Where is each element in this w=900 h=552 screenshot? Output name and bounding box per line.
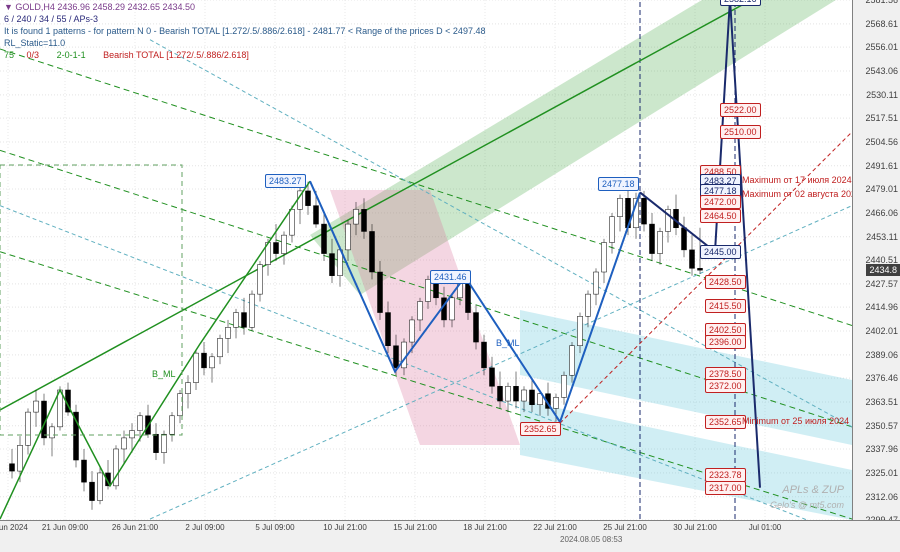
price-label: 2464.50: [700, 209, 741, 223]
chart-container: ▼ GOLD,H4 2436.96 2458.29 2432.65 2434.5…: [0, 0, 900, 552]
price-label: 2582.16: [720, 0, 761, 6]
y-tick: 2414.96: [865, 302, 898, 312]
y-tick: 2376.46: [865, 373, 898, 383]
y-tick: 2530.11: [866, 90, 898, 100]
chart-svg-overlay: [0, 0, 852, 520]
header-0-3: 0/3: [27, 50, 40, 60]
price-label: 2445.00: [700, 245, 741, 259]
x-tick: 5 Jul 09:00: [255, 523, 294, 532]
y-tick: 2337.96: [865, 444, 898, 454]
y-tick: 2350.57: [865, 421, 898, 431]
annotation-text: B_ML: [152, 369, 176, 379]
x-tick: 15 Jul 21:00: [393, 523, 437, 532]
y-tick: 2491.61: [865, 161, 898, 171]
price-label: 2396.00: [705, 335, 746, 349]
price-label: 2415.50: [705, 299, 746, 313]
x-tick: 2 Jul 09:00: [185, 523, 224, 532]
price-label: 2317.00: [705, 481, 746, 495]
price-label: 2372.00: [705, 379, 746, 393]
price-label: 2352.65: [705, 415, 746, 429]
price-label: 2472.00: [700, 195, 741, 209]
watermark-apls: APLs & ZUP: [782, 484, 844, 496]
instrument-header: ▼ GOLD,H4 2436.96 2458.29 2432.65 2434.5…: [4, 2, 195, 12]
annotation-text: Minimum от 25 июля 2024 года: [742, 416, 870, 426]
plot-area[interactable]: ▼ GOLD,H4 2436.96 2458.29 2432.65 2434.5…: [0, 0, 852, 520]
x-tick: Jul 01:00: [749, 523, 781, 532]
ohlc-text: ▼ GOLD,H4 2436.96 2458.29 2432.65 2434.5…: [4, 2, 195, 12]
y-tick: 2543.06: [865, 66, 898, 76]
y-tick: 2325.01: [865, 468, 898, 478]
header-rl-static: RL_Static=11.0: [4, 38, 65, 48]
timestamp-label: 2024.08.05 08:53: [560, 535, 622, 544]
y-tick: 2466.06: [865, 208, 898, 218]
header-pattern-found: It is found 1 patterns - for pattern N 0…: [4, 26, 485, 36]
y-tick: 2517.51: [865, 113, 898, 123]
y-tick: 2312.06: [865, 492, 898, 502]
x-tick: 1 Jun 2024: [0, 523, 28, 532]
price-label: 2510.00: [720, 125, 761, 139]
y-tick: 2427.57: [865, 279, 898, 289]
y-tick: 2453.11: [866, 232, 898, 242]
y-tick: 2581.56: [865, 0, 898, 5]
y-tick: 2402.01: [865, 326, 898, 336]
current-price-marker: 2434.8: [866, 264, 900, 276]
x-tick: 10 Jul 21:00: [323, 523, 367, 532]
x-tick: 21 Jun 09:00: [42, 523, 88, 532]
x-tick: 26 Jun 21:00: [112, 523, 158, 532]
header-75: 75: [4, 50, 14, 60]
y-tick: 2568.61: [865, 19, 898, 29]
price-label: 2477.18: [598, 177, 639, 191]
header-2011: 2-0-1-1: [57, 50, 86, 60]
header-bearish-total: Bearish TOTAL [1.272/.5/.886/2.618]: [103, 50, 249, 60]
price-label: 2352.65: [520, 422, 561, 436]
price-label: 2428.50: [705, 275, 746, 289]
header-params: 6 / 240 / 34 / 55 / APs-3: [4, 14, 98, 24]
x-tick: 22 Jul 21:00: [533, 523, 577, 532]
y-axis: 2581.56 2568.61 2556.01 2543.06 2530.11 2517.…: [852, 0, 900, 520]
x-tick: 30 Jul 21:00: [673, 523, 717, 532]
x-axis: 1 Jun 2024 21 Jun 09:00 26 Jun 21:00 2 Jul …: [0, 520, 900, 552]
price-label: 2483.27: [265, 174, 306, 188]
y-tick: 2504.56: [865, 137, 898, 147]
x-tick: 25 Jul 21:00: [603, 523, 647, 532]
y-tick: 2556.01: [865, 42, 898, 52]
y-tick: 2479.01: [865, 184, 898, 194]
y-tick: 2363.51: [865, 397, 898, 407]
header-line5: 75 0/3 2-0-1-1 Bearish TOTAL [1.272/.5/.…: [4, 50, 249, 60]
price-label: 2522.00: [720, 103, 761, 117]
x-tick: 18 Jul 21:00: [463, 523, 507, 532]
y-tick: 2389.06: [865, 350, 898, 360]
annotation-text: B_ML: [496, 338, 520, 348]
watermark-gelos: Gelo's @ mt5.com: [770, 500, 844, 510]
price-label: 2431.46: [430, 270, 471, 284]
